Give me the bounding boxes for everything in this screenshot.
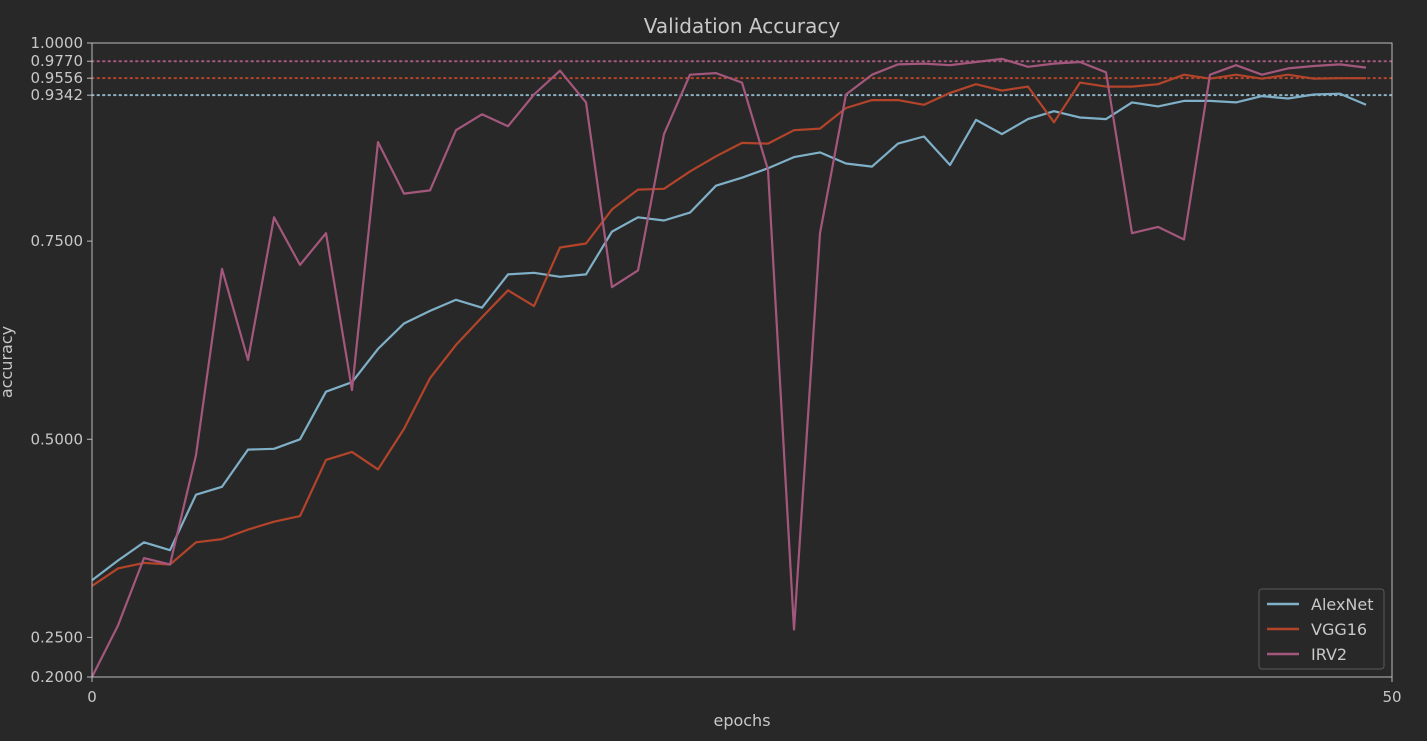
y-axis-label: accuracy	[0, 326, 16, 398]
plot-frame	[91, 42, 1393, 678]
chart-title: Validation Accuracy	[644, 14, 841, 38]
legend-label-alexnet: AlexNet	[1311, 595, 1374, 614]
legend-label-irv2: IRV2	[1311, 645, 1347, 664]
y-tick-label: 0.7500	[31, 232, 84, 250]
legend-label-vgg16: VGG16	[1311, 620, 1367, 639]
x-axis-ticks: 0 50	[87, 677, 1402, 706]
y-tick-label: 0.9342	[31, 86, 84, 104]
y-tick-label: 1.0000	[31, 34, 84, 52]
y-tick-label: 0.2000	[31, 668, 84, 686]
series-lines	[91, 57, 1367, 678]
legend-box	[1258, 588, 1385, 670]
reference-lines	[91, 60, 1393, 97]
series-line-alexnet	[91, 92, 1367, 582]
y-tick-label: 0.9556	[31, 69, 84, 87]
x-tick-label: 50	[1382, 688, 1401, 706]
x-tick-label: 0	[87, 688, 97, 706]
y-tick-label: 0.2500	[31, 628, 84, 646]
y-tick-label: 0.9770	[31, 52, 84, 70]
y-tick-label: 0.5000	[31, 430, 84, 448]
series-line-vgg16	[91, 73, 1366, 587]
series-line-irv2	[91, 57, 1367, 678]
legend: AlexNet VGG16 IRV2	[1258, 588, 1385, 670]
x-axis-label: epochs	[713, 711, 770, 730]
